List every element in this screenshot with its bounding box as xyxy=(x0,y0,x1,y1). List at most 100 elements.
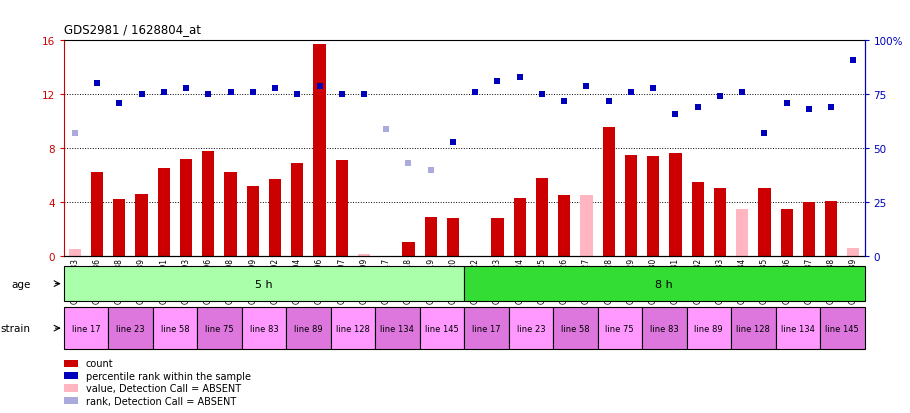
Text: line 58: line 58 xyxy=(561,324,590,333)
Text: line 89: line 89 xyxy=(294,324,323,333)
Point xyxy=(112,100,126,107)
Bar xyxy=(202,151,215,256)
Point xyxy=(735,90,750,96)
Bar xyxy=(686,308,731,349)
Point xyxy=(312,83,327,90)
Point xyxy=(757,131,772,137)
Text: line 83: line 83 xyxy=(650,324,679,333)
Bar xyxy=(781,209,793,256)
Text: line 128: line 128 xyxy=(736,324,770,333)
Point xyxy=(401,160,416,167)
Bar xyxy=(313,45,326,256)
Text: line 75: line 75 xyxy=(205,324,234,333)
Point xyxy=(779,100,794,107)
Text: line 145: line 145 xyxy=(425,324,459,333)
Text: 5 h: 5 h xyxy=(255,279,273,289)
Bar xyxy=(420,308,464,349)
Point xyxy=(512,74,527,81)
Text: line 128: line 128 xyxy=(336,324,369,333)
Text: line 145: line 145 xyxy=(825,324,859,333)
Bar xyxy=(180,159,192,256)
Text: line 17: line 17 xyxy=(72,324,100,333)
Bar xyxy=(758,189,771,256)
Bar xyxy=(269,180,281,256)
Bar xyxy=(153,308,197,349)
Point xyxy=(802,107,816,113)
Bar xyxy=(197,308,242,349)
Text: line 75: line 75 xyxy=(605,324,634,333)
Point xyxy=(623,90,638,96)
Bar xyxy=(157,169,170,256)
Bar xyxy=(536,178,548,256)
Point xyxy=(157,90,171,96)
Bar xyxy=(425,217,437,256)
Point xyxy=(668,111,682,118)
Point xyxy=(67,131,82,137)
Point xyxy=(579,83,593,90)
Point xyxy=(201,92,216,98)
Bar xyxy=(286,308,330,349)
Point xyxy=(135,92,149,98)
Bar xyxy=(242,308,286,349)
Point xyxy=(290,92,305,98)
Bar xyxy=(553,308,598,349)
Bar xyxy=(775,308,820,349)
Point xyxy=(557,98,571,105)
Bar xyxy=(291,164,303,256)
Text: line 134: line 134 xyxy=(380,324,414,333)
Point xyxy=(535,92,550,98)
Bar xyxy=(820,308,864,349)
Point xyxy=(90,81,105,88)
Bar xyxy=(731,308,775,349)
Bar xyxy=(713,189,726,256)
Text: line 83: line 83 xyxy=(249,324,278,333)
Point xyxy=(178,85,193,92)
Bar xyxy=(625,155,637,256)
Point xyxy=(268,85,282,92)
Bar xyxy=(464,308,509,349)
Bar xyxy=(669,154,682,256)
Text: line 23: line 23 xyxy=(116,324,145,333)
Bar xyxy=(330,308,375,349)
Bar xyxy=(91,173,103,256)
Bar xyxy=(64,308,108,349)
Bar xyxy=(402,242,415,256)
Bar xyxy=(642,308,686,349)
Text: value, Detection Call = ABSENT: value, Detection Call = ABSENT xyxy=(86,383,240,393)
Bar xyxy=(336,161,348,256)
Point xyxy=(824,104,838,111)
Point xyxy=(646,85,661,92)
Text: age: age xyxy=(11,279,30,289)
Bar xyxy=(647,157,659,256)
Text: line 89: line 89 xyxy=(694,324,723,333)
Bar xyxy=(847,248,859,256)
Text: line 23: line 23 xyxy=(517,324,545,333)
Point xyxy=(691,104,705,111)
Point xyxy=(490,79,505,85)
Point xyxy=(446,139,460,145)
Bar xyxy=(113,199,126,256)
Text: rank, Detection Call = ABSENT: rank, Detection Call = ABSENT xyxy=(86,396,236,406)
Point xyxy=(357,92,371,98)
Bar xyxy=(491,218,503,256)
Bar xyxy=(803,202,815,256)
Bar xyxy=(825,201,837,256)
Text: line 134: line 134 xyxy=(781,324,814,333)
Bar xyxy=(64,266,464,301)
Text: 8 h: 8 h xyxy=(655,279,673,289)
Point xyxy=(602,98,616,105)
Text: count: count xyxy=(86,358,113,368)
Bar xyxy=(225,173,237,256)
Text: line 58: line 58 xyxy=(160,324,189,333)
Bar xyxy=(247,186,258,256)
Bar xyxy=(447,218,460,256)
Bar xyxy=(598,308,642,349)
Bar xyxy=(358,255,370,256)
Point xyxy=(223,90,238,96)
Point xyxy=(379,126,393,133)
Bar xyxy=(692,182,703,256)
Point xyxy=(713,94,727,100)
Bar xyxy=(375,308,420,349)
Bar xyxy=(558,196,571,256)
Point xyxy=(246,90,260,96)
